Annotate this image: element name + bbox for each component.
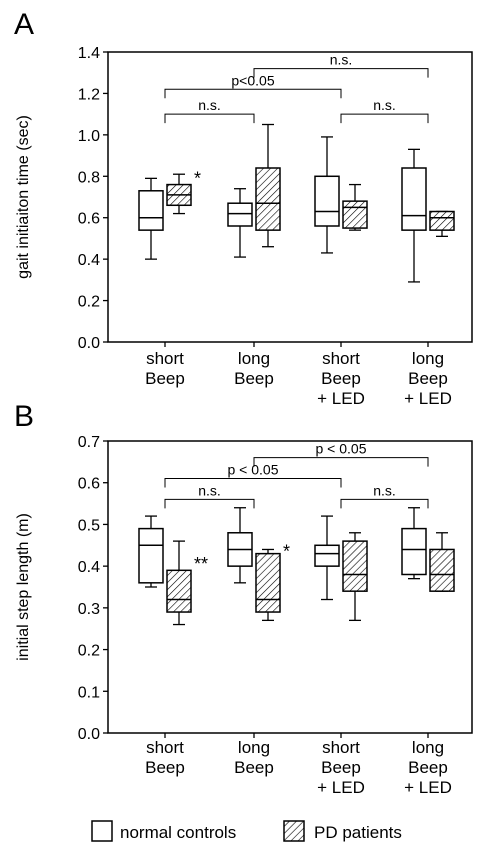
box-b-pd-2-body <box>342 540 368 592</box>
category-label-b-1-0: long <box>238 738 270 757</box>
category-label-b-2-1: Beep <box>321 758 361 777</box>
y-tick-label-b-0: 0.0 <box>78 726 100 743</box>
box-a-normal-2-body <box>314 175 340 227</box>
category-label-b-3-0: long <box>412 738 444 757</box>
bracket-a-3 <box>253 68 429 78</box>
y-tick-label-a-6: 1.2 <box>78 86 100 103</box>
category-label-a-3-1: Beep <box>408 369 448 388</box>
bracket-label-a-1: n.s. <box>373 97 396 113</box>
significance-star-b-0: ** <box>194 554 208 574</box>
bracket-a-0 <box>164 113 255 124</box>
y-tick-label-a-1: 0.2 <box>78 294 100 311</box>
category-label-b-3-2: + LED <box>404 778 452 797</box>
y-axis-label-a: gait initiaiton time (sec) <box>15 115 32 279</box>
box-a-normal-1-body <box>227 202 253 227</box>
category-label-a-2-0: short <box>322 349 360 368</box>
y-axis-label-b: initial step length (m) <box>15 513 32 661</box>
y-tick-label-b-7: 0.7 <box>78 434 100 451</box>
category-label-a-1-0: long <box>238 349 270 368</box>
y-tick-label-a-5: 1.0 <box>78 128 100 145</box>
legend-label-pd: PD patients <box>314 823 402 842</box>
panel-b-chart: 0.0 0.1 0.2 0.3 0.4 0.5 0.6 0.7 initial step len… <box>15 434 473 797</box>
y-tick-label-b-3: 0.3 <box>78 601 100 618</box>
y-tick-label-a-2: 0.4 <box>78 252 100 269</box>
box-a-pd-2-body <box>342 200 368 229</box>
category-label-b-2-2: + LED <box>317 778 365 797</box>
y-tick-label-a-0: 0.0 <box>78 335 100 352</box>
category-label-b-0-1: Beep <box>145 758 185 777</box>
plot-frame-b <box>107 440 473 734</box>
category-label-b-1-1: Beep <box>234 758 274 777</box>
panel-a-chart: 0.0 0.2 0.4 0.6 0.8 1.0 1.2 1.4 gait initiaiton … <box>15 45 473 408</box>
bracket-label-b-2: p < 0.05 <box>228 462 279 478</box>
box-a-pd-1-body <box>255 167 281 231</box>
bracket-label-a-0: n.s. <box>198 97 221 113</box>
bracket-label-b-1: n.s. <box>373 482 396 498</box>
box-a-normal-0-body <box>138 190 164 231</box>
panel-letter-a: A <box>14 8 34 41</box>
bracket-label-b-3: p < 0.05 <box>316 441 367 457</box>
category-label-a-2-2: + LED <box>317 389 365 408</box>
box-b-pd-1-body <box>255 552 281 613</box>
box-b-pd-3-body <box>429 548 455 592</box>
y-tick-label-b-5: 0.5 <box>78 517 100 534</box>
legend-swatch-pd <box>283 820 305 842</box>
category-label-b-0-0: short <box>146 738 184 757</box>
bracket-label-b-0: n.s. <box>198 482 221 498</box>
box-b-normal-2-body <box>314 544 340 567</box>
panel-letter-b: B <box>14 400 34 433</box>
legend-label-normal: normal controls <box>120 823 236 842</box>
bracket-b-0 <box>164 498 255 509</box>
category-label-a-3-0: long <box>412 349 444 368</box>
legend-swatch-normal <box>91 820 113 842</box>
y-tick-label-b-4: 0.4 <box>78 559 100 576</box>
box-a-normal-3-body <box>401 167 427 231</box>
y-tick-label-a-7: 1.4 <box>78 45 100 62</box>
bracket-a-2 <box>164 88 342 99</box>
category-label-a-0-0: short <box>146 349 184 368</box>
bracket-label-a-2: p<0.05 <box>231 72 274 88</box>
y-tick-label-b-6: 0.6 <box>78 476 100 493</box>
y-tick-label-b-1: 0.1 <box>78 684 100 701</box>
box-b-normal-0-body <box>138 527 164 584</box>
box-b-pd-0-body <box>166 569 192 613</box>
category-label-b-3-1: Beep <box>408 758 448 777</box>
y-tick-label-a-3: 0.6 <box>78 211 100 228</box>
y-tick-label-b-2: 0.2 <box>78 643 100 660</box>
significance-star-a-0: * <box>194 168 201 188</box>
bracket-label-a-3: n.s. <box>330 52 353 68</box>
y-tick-label-a-4: 0.8 <box>78 169 100 186</box>
legend: normal controls PD patients <box>91 820 402 842</box>
plot-frame-a <box>107 51 473 343</box>
box-b-normal-3-body <box>401 527 427 576</box>
box-a-pd-3-body <box>429 210 455 231</box>
significance-star-b-1: * <box>283 542 290 562</box>
category-label-a-3-2: + LED <box>404 389 452 408</box>
category-label-a-0-1: Beep <box>145 369 185 388</box>
bracket-a-1 <box>340 113 429 124</box>
bracket-b-2 <box>164 478 342 488</box>
category-label-a-2-1: Beep <box>321 369 361 388</box>
category-label-b-2-0: short <box>322 738 360 757</box>
bracket-b-3 <box>253 457 429 467</box>
bracket-b-1 <box>340 498 429 509</box>
category-label-a-1-1: Beep <box>234 369 274 388</box>
